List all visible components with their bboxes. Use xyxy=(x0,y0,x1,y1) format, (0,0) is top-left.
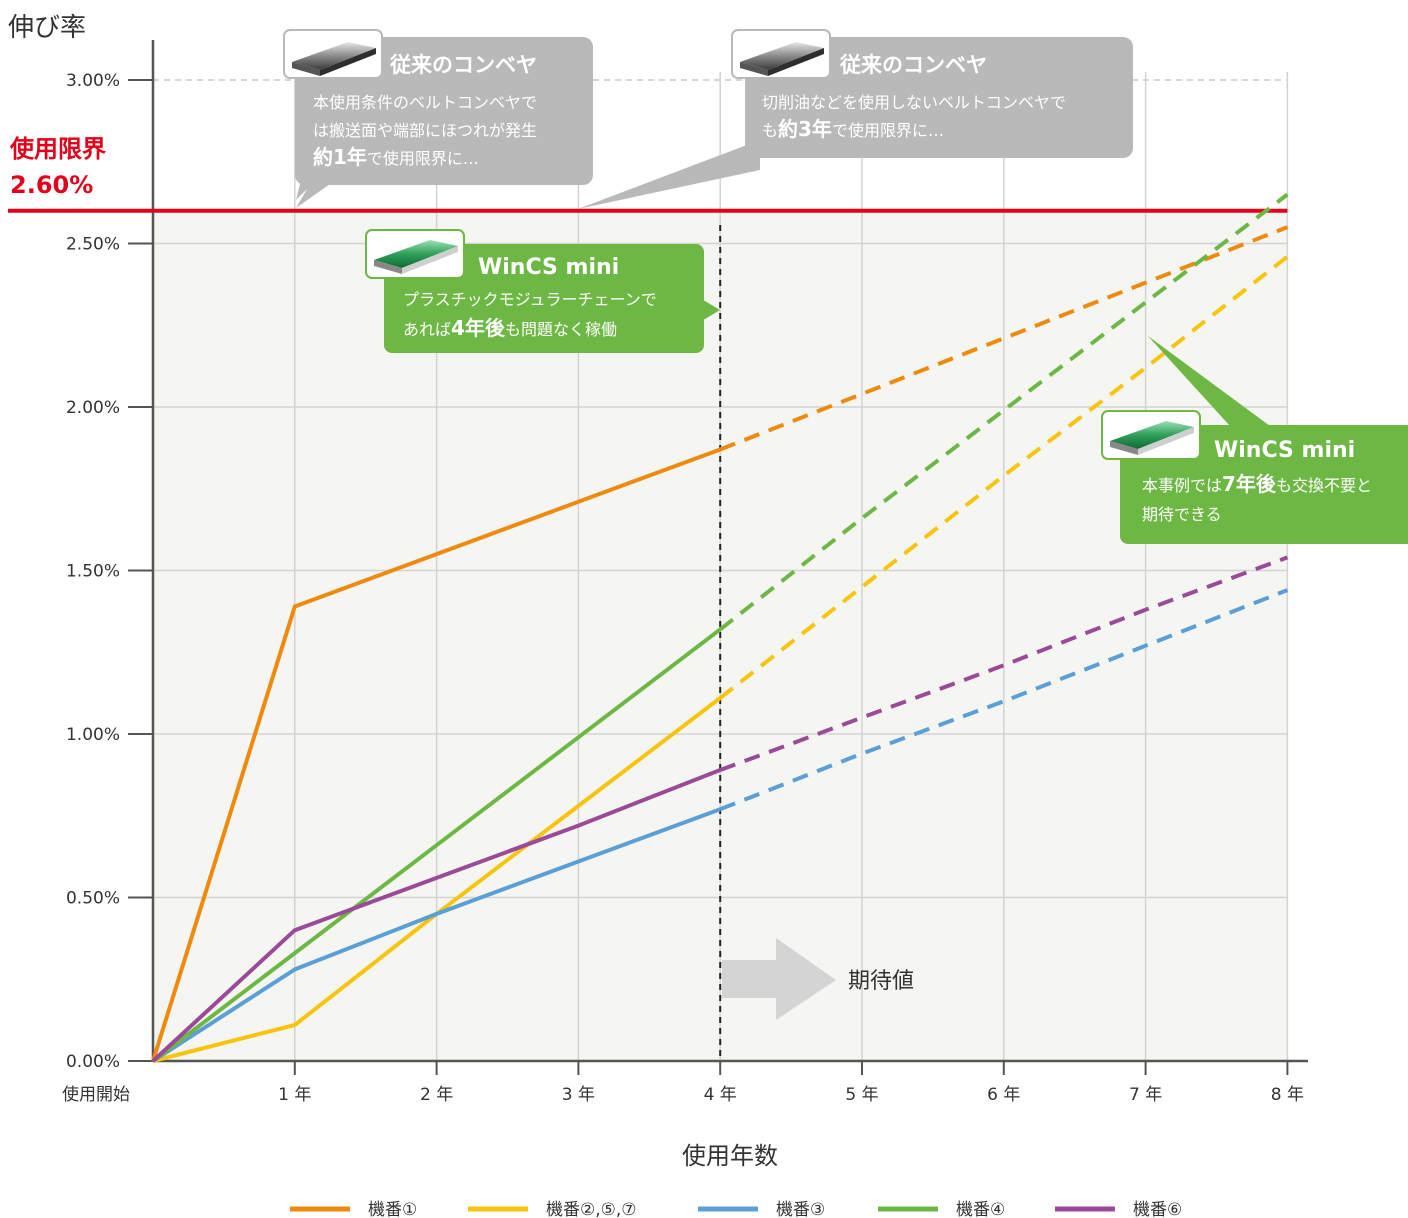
callout-1-bold: 約1年 xyxy=(313,145,367,169)
callout-4-line1: も交換不要と xyxy=(1276,476,1372,495)
callout-4-title: WinCS mini xyxy=(1214,438,1355,463)
callout-1-line3: で使用限界に… xyxy=(367,149,479,168)
callout-1-line2: は搬送面や端部にほつれが発生 xyxy=(313,121,537,140)
series-line-measured xyxy=(151,768,721,1063)
y-axis-title: 伸び率 xyxy=(8,13,86,43)
svg-text:約1年で使用限界に…: 約1年で使用限界に… xyxy=(313,145,479,169)
modular-chain-icon xyxy=(1110,421,1194,449)
callout-4-pre: 本事例では xyxy=(1142,476,1222,495)
callout-1-title: 従来のコンベヤ xyxy=(389,53,537,77)
x-tick-label: 3 年 xyxy=(562,1085,595,1105)
x-tick-label: 1 年 xyxy=(278,1085,311,1105)
conveyor-icon xyxy=(740,42,824,70)
callout-conventional-1: 従来のコンベヤ 本使用条件のベルトコンベヤで は搬送面や端部にほつれが発生 約1… xyxy=(283,29,593,208)
callout-2-pre: も xyxy=(762,121,778,140)
expected-label: 期待値 xyxy=(848,969,914,994)
callout-2-line1: 切削油などを使用しないベルトコンベヤで xyxy=(762,93,1066,112)
series-line-projected xyxy=(719,225,1289,452)
y-tick-label: 1.50% xyxy=(66,562,120,582)
series-line-projected xyxy=(719,555,1289,772)
callout-3-pre: あれば xyxy=(403,320,451,339)
callout-4-bold: 7年後 xyxy=(1222,472,1277,496)
x-tick-label: 8 年 xyxy=(1271,1085,1304,1105)
callout-4-line2: 期待できる xyxy=(1142,505,1222,524)
series-line-projected xyxy=(719,588,1289,812)
x-axis-title: 使用年数 xyxy=(682,1142,778,1170)
x-tick-label: 7 年 xyxy=(1129,1085,1162,1105)
legend-label: 機番④ xyxy=(956,1200,1005,1218)
callout-wincs-2: WinCS mini 本事例では7年後も交換不要と 期待できる xyxy=(1101,336,1408,544)
x-tick-label: 6 年 xyxy=(987,1085,1020,1105)
series-line-measured xyxy=(151,807,721,1063)
y-tick-label: 0.00% xyxy=(66,1052,120,1072)
limit-label: 使用限界 xyxy=(9,135,106,163)
y-tick-label: 1.00% xyxy=(66,725,120,745)
legend-label: 機番⑥ xyxy=(1133,1200,1182,1218)
tick-labels: 0.00% 0.50% 1.00% 1.50% 2.00% 2.50% 3.00% 使用開始 1… xyxy=(62,71,1304,1105)
limit-value: 2.60% xyxy=(10,171,93,199)
series-lines xyxy=(151,192,1289,1063)
x-tick-label: 4 年 xyxy=(704,1085,737,1105)
x-tick-label: 使用開始 xyxy=(62,1084,130,1105)
y-tick-label: 0.50% xyxy=(66,889,120,909)
callout-2-bold: 約3年 xyxy=(778,117,832,141)
svg-text:も約3年で使用限界に…: も約3年で使用限界に… xyxy=(762,117,944,141)
callout-2-line2: で使用限界に… xyxy=(832,121,944,140)
callout-2-title: 従来のコンベヤ xyxy=(839,53,987,77)
y-tick-label: 2.00% xyxy=(66,398,120,418)
conveyor-icon xyxy=(292,42,376,70)
x-tick-label: 5 年 xyxy=(845,1085,878,1105)
callout-3-line2: も問題なく稼働 xyxy=(505,320,617,339)
svg-text:あれば4年後も問題なく稼働: あれば4年後も問題なく稼働 xyxy=(403,316,617,340)
legend-label: 機番②,⑤,⑦ xyxy=(546,1200,637,1218)
legend-label: 機番① xyxy=(368,1200,417,1218)
callout-1-line1: 本使用条件のベルトコンベヤで xyxy=(313,93,537,112)
callout-conventional-2: 従来のコンベヤ 切削油などを使用しないベルトコンベヤで も約3年で使用限界に… xyxy=(578,29,1133,209)
modular-chain-icon xyxy=(374,240,458,268)
legend-label: 機番③ xyxy=(776,1200,825,1218)
callout-wincs-1: WinCS mini プラスチックモジュラーチェーンで あれば4年後も問題なく稼… xyxy=(365,229,720,353)
series-line-projected xyxy=(718,255,1289,700)
legend: 機番① 機番②,⑤,⑦ 機番③ 機番④ 機番⑥ xyxy=(290,1200,1182,1218)
callout-3-line1: プラスチックモジュラーチェーンで xyxy=(403,290,657,309)
x-tick-label: 2 年 xyxy=(420,1085,453,1105)
series-line-measured xyxy=(151,447,721,1062)
callout-3-bold: 4年後 xyxy=(451,316,506,340)
svg-text:本事例では7年後も交換不要と: 本事例では7年後も交換不要と xyxy=(1142,472,1372,496)
series-line-measured xyxy=(151,627,722,1063)
y-tick-label: 2.50% xyxy=(66,235,120,255)
callout-3-title: WinCS mini xyxy=(478,255,619,280)
expected-arrow-icon xyxy=(722,938,836,1020)
y-tick-label: 3.00% xyxy=(66,71,120,91)
